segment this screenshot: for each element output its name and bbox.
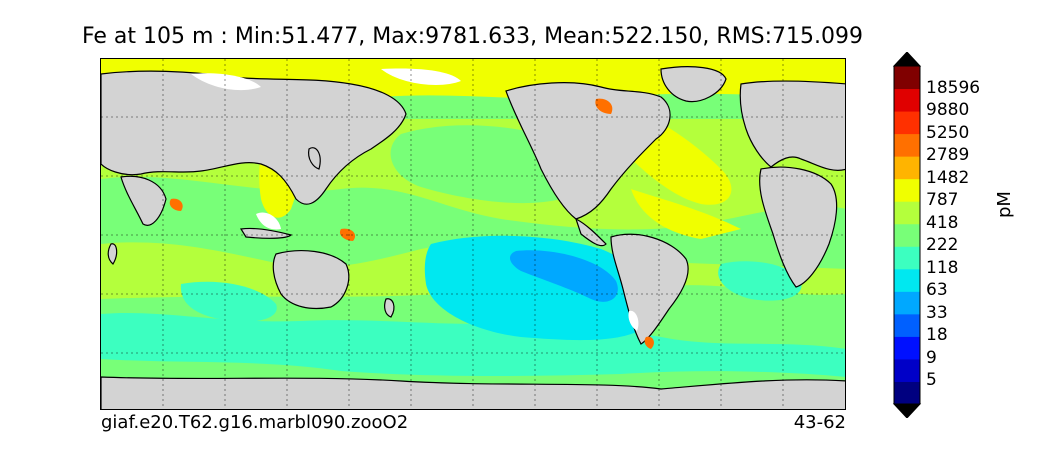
map-gridlines <box>101 59 845 409</box>
africa <box>759 166 838 288</box>
colorbar-tick-label: 33 <box>926 302 948 323</box>
missing-data-patagonia <box>628 310 639 331</box>
colorbar-segment <box>894 268 920 292</box>
india <box>120 175 167 226</box>
new-zealand <box>384 298 395 318</box>
colorbar-tick-label: 18 <box>926 325 948 346</box>
colorbar-tick-label: 787 <box>926 190 959 211</box>
colorbar-tick-label: 63 <box>926 280 948 301</box>
europe <box>739 80 845 171</box>
colorbar-tick-label: 118 <box>926 257 959 278</box>
plot-title: Fe at 105 m : Min:51.477, Max:9781.633, … <box>81 24 864 49</box>
colorbar-tick-label: 9880 <box>926 100 970 121</box>
colorbar-segment <box>894 223 920 247</box>
years-label: 43-62 <box>793 412 846 433</box>
colorbar-extend-min <box>892 403 922 418</box>
colorbar-segment <box>894 178 920 202</box>
colorbar-segment <box>894 336 920 360</box>
colorbar-tick-label: 418 <box>926 212 959 233</box>
south-america <box>610 233 689 345</box>
colorbar-tick-label: 5 <box>926 370 937 391</box>
tropical-atlantic-band <box>631 189 741 239</box>
ocean-map <box>101 59 845 409</box>
arabian-sea-high-fe <box>169 198 183 211</box>
colorbar-tick-label: 222 <box>926 235 959 256</box>
indonesia <box>239 227 293 239</box>
map-panel <box>100 58 846 410</box>
japan <box>308 147 321 170</box>
colorbar-tick-label: 5250 <box>926 122 970 143</box>
colorbar-extend-max <box>892 52 922 67</box>
south-atlantic-gyre <box>718 261 802 301</box>
colorbar-segment <box>894 133 920 157</box>
missing-data-indonesia <box>256 212 281 230</box>
colorbar-tick-label: 1482 <box>926 167 970 188</box>
colorbar-segment <box>894 201 920 225</box>
madagascar <box>107 243 118 265</box>
south-indian-gyre <box>180 281 277 322</box>
colorbar-segment <box>894 156 920 180</box>
colorbar-segment <box>894 88 920 112</box>
eurasia <box>101 70 407 205</box>
colorbar-segment <box>894 313 920 337</box>
colorbar-segment <box>894 246 920 270</box>
colorbar-segment <box>894 358 920 382</box>
south-pacific-gyre-core <box>509 250 618 302</box>
central-america <box>574 217 607 247</box>
colorbar-tick-label: 18596 <box>926 77 981 98</box>
south-pacific-gyre <box>424 235 649 341</box>
patagonia-high-fe <box>644 336 654 349</box>
missing-data-arctic-asia <box>191 73 261 91</box>
colorbar-segment <box>894 66 920 90</box>
colorbar <box>892 52 922 418</box>
colorbar-segment <box>894 381 920 405</box>
colorbar-units-label: pM <box>994 191 1015 218</box>
case-name-label: giaf.e20.T62.g16.marbl090.zooO2 <box>101 412 409 433</box>
missing-data-arctic-pacific <box>381 68 461 85</box>
hudson-bay-high-fe <box>595 98 613 114</box>
colorbar-segment <box>894 291 920 315</box>
greenland <box>660 66 727 103</box>
colorbar-tick-label: 2789 <box>926 145 970 166</box>
colorbar-segment <box>894 111 920 135</box>
colorbar-tick-label: 9 <box>926 347 937 368</box>
